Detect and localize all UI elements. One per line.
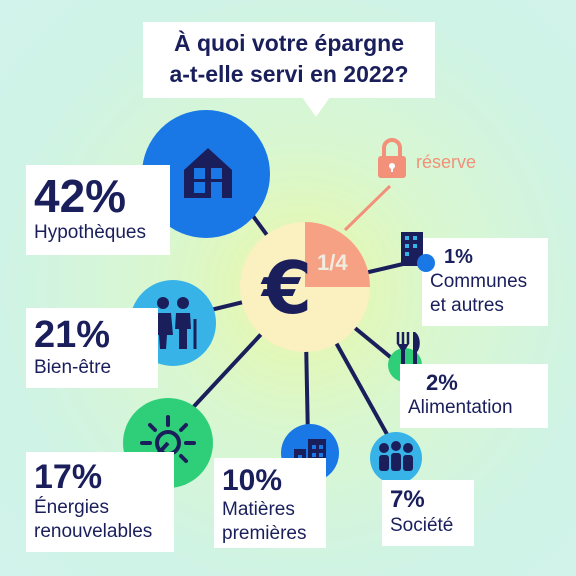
line-reserve bbox=[343, 184, 392, 232]
cutlery-icon bbox=[396, 332, 420, 372]
circle-communes bbox=[417, 254, 435, 272]
lock-icon bbox=[378, 138, 406, 178]
percent-energies: 17% bbox=[34, 458, 103, 496]
reserve-label: réserve bbox=[416, 152, 477, 172]
label-energies-2: renouvelables bbox=[34, 521, 153, 542]
card-hypotheques: 42% Hypothèques bbox=[26, 165, 170, 255]
percent-alimentation: 2% bbox=[426, 370, 458, 395]
label-hypotheques: Hypothèques bbox=[34, 222, 146, 243]
label-matieres-2: premières bbox=[222, 523, 307, 544]
elderly-couple-icon bbox=[153, 297, 197, 349]
percent-communes: 1% bbox=[444, 246, 473, 268]
title-bubble: À quoi votre épargne a-t-elle servi en 2… bbox=[143, 22, 435, 98]
card-societe: 7% Société bbox=[382, 480, 474, 546]
label-societe: Société bbox=[390, 515, 454, 536]
label-matieres-1: Matières bbox=[222, 499, 295, 520]
card-energies: 17% Énergies renouvelables bbox=[26, 452, 174, 552]
label-alimentation: Alimentation bbox=[408, 397, 513, 418]
title-bubble-tail bbox=[302, 97, 330, 117]
label-bien-etre: Bien-être bbox=[34, 357, 112, 378]
quarter-slice bbox=[305, 222, 370, 287]
title-line-1: À quoi votre épargne bbox=[173, 30, 405, 56]
house-icon bbox=[184, 148, 232, 198]
label-communes-2: et autres bbox=[430, 295, 504, 316]
percent-bien-etre: 21% bbox=[34, 314, 111, 356]
card-matieres: 10% Matières premières bbox=[214, 458, 326, 548]
percent-matieres: 10% bbox=[222, 464, 283, 497]
percent-societe: 7% bbox=[390, 486, 425, 513]
euro-symbol: € bbox=[262, 246, 313, 330]
card-alimentation: 2% Alimentation bbox=[400, 364, 548, 428]
percent-hypotheques: 42% bbox=[34, 170, 127, 222]
card-communes: 1% Communes et autres bbox=[422, 238, 548, 326]
people-group-icon bbox=[379, 441, 413, 471]
title-line-2: a-t-elle servi en 2022? bbox=[169, 61, 409, 87]
label-communes-1: Communes bbox=[430, 271, 528, 292]
card-bien-etre: 21% Bien-être bbox=[26, 308, 158, 388]
quarter-fraction: 1/4 bbox=[317, 250, 348, 275]
label-energies-1: Énergies bbox=[34, 497, 109, 518]
